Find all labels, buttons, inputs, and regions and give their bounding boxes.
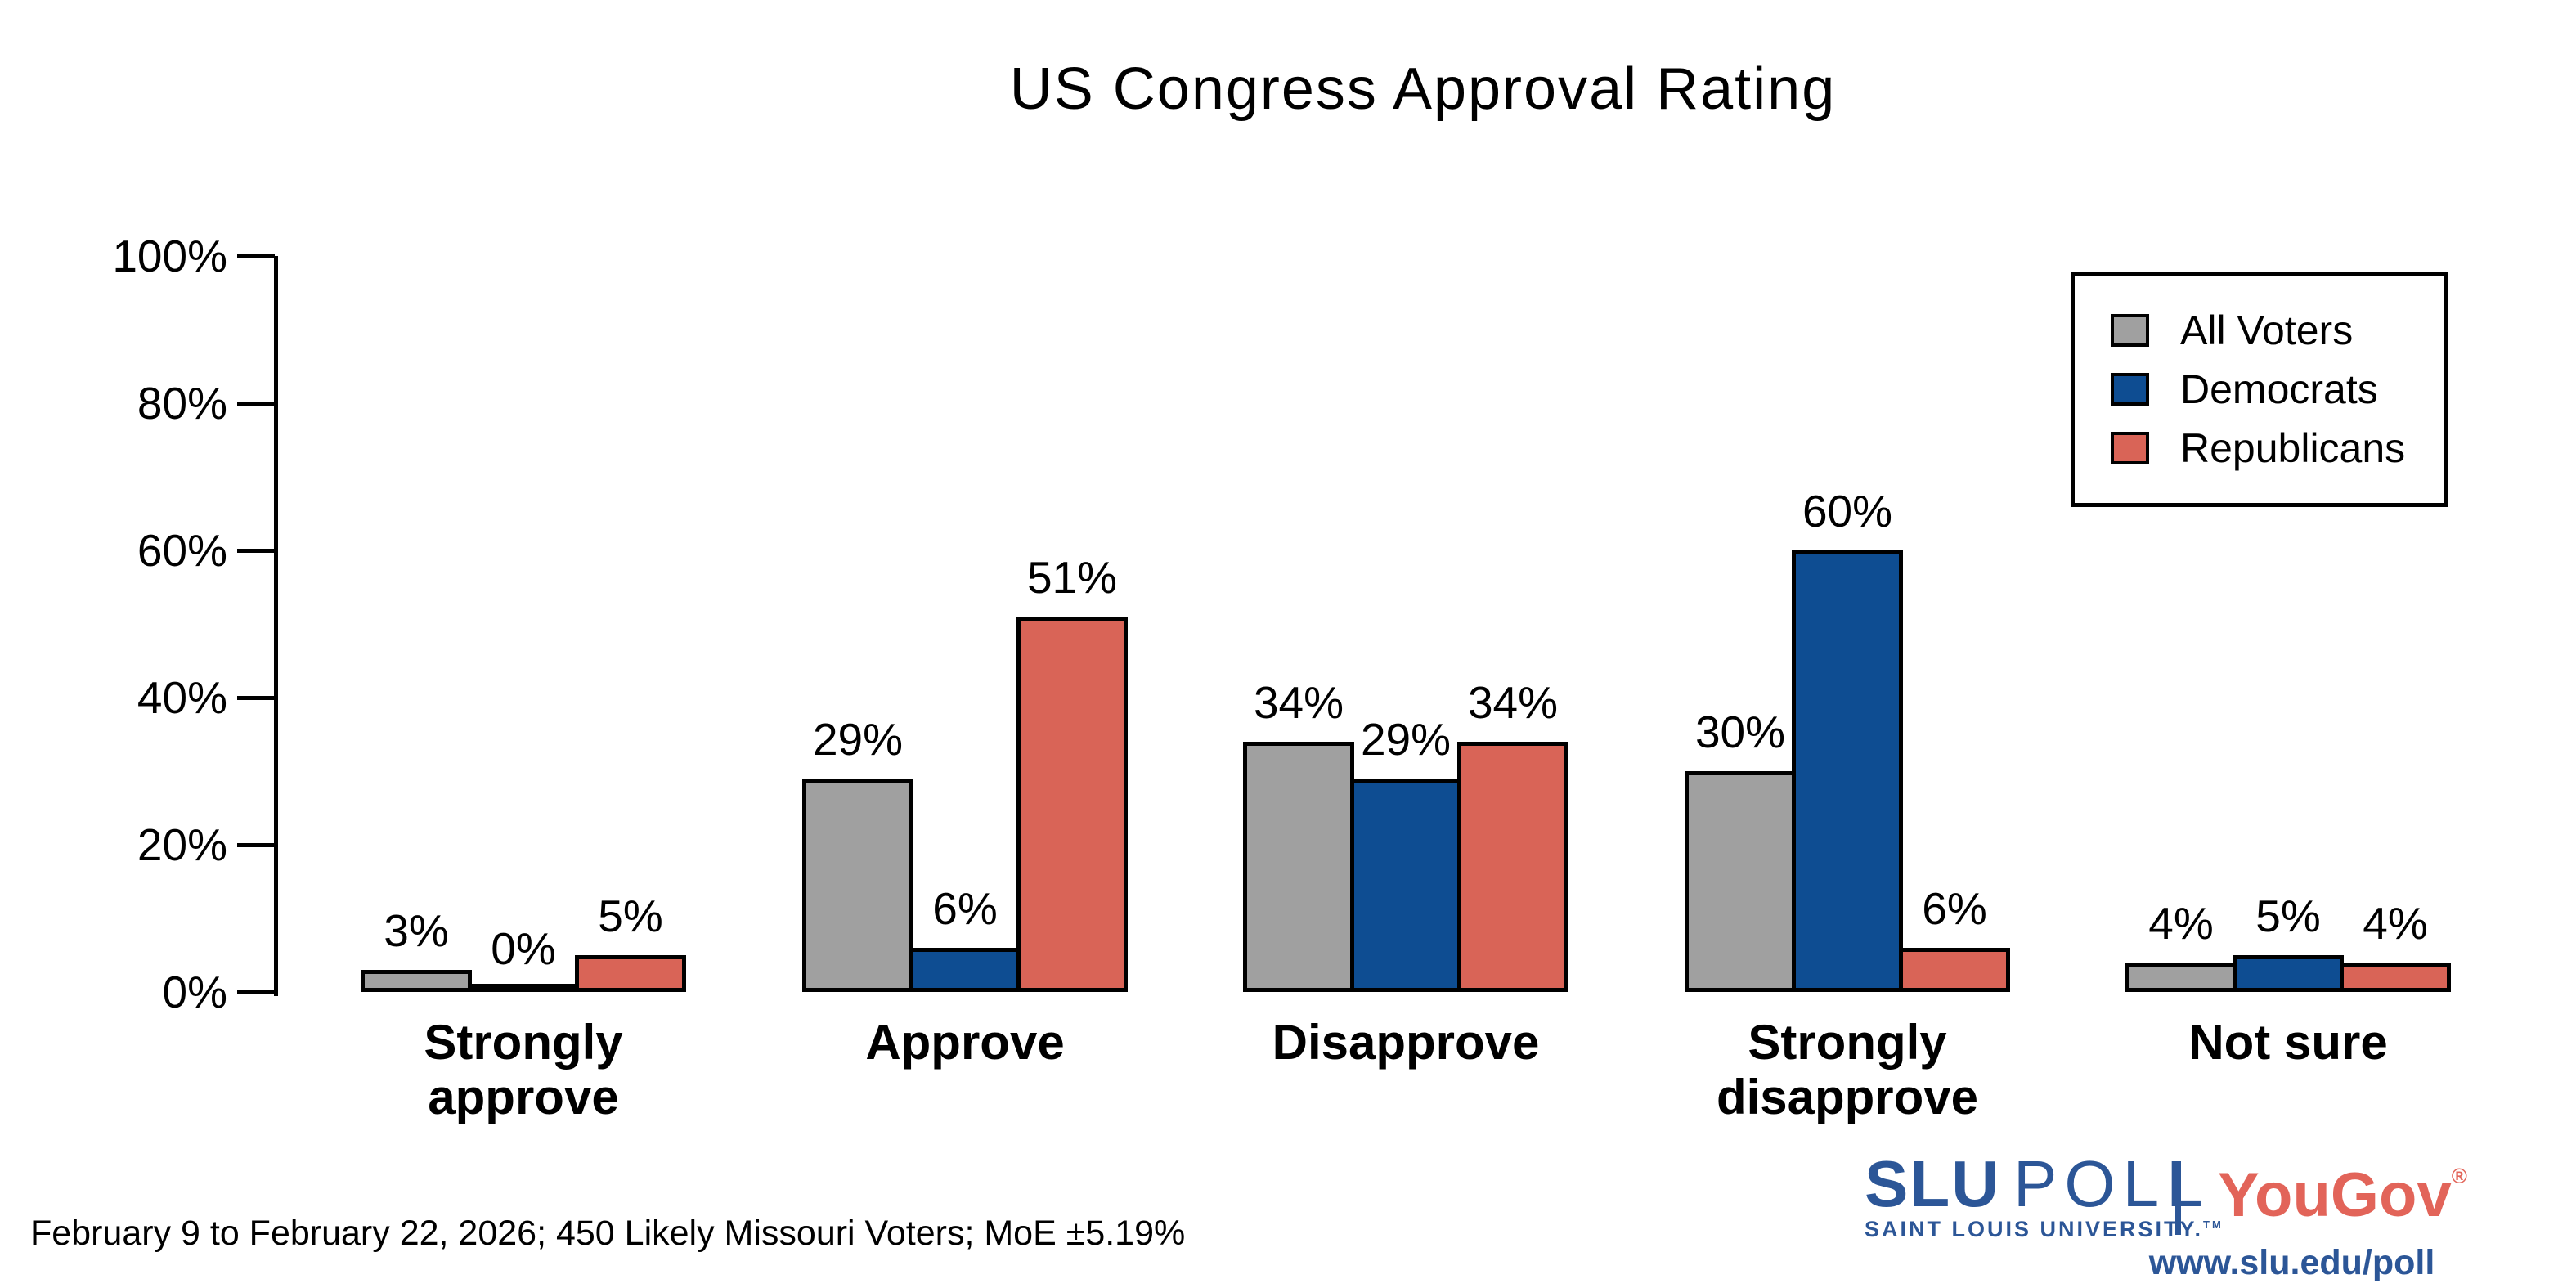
footnote: February 9 to February 22, 2026; 450 Lik…: [30, 1214, 1186, 1253]
y-tick-label-80: 80%: [137, 378, 227, 429]
bar-value-label-3-2: 6%: [1922, 883, 1987, 934]
slu-poll-url: www.slu.edu/poll: [2148, 1243, 2435, 1282]
legend: All Voters Democrats Republicans: [2071, 272, 2448, 507]
bar-value-label-0-2: 5%: [598, 891, 663, 941]
bar-value-label-1-0: 29%: [812, 714, 904, 765]
legend-label-all-voters: All Voters: [2180, 307, 2354, 353]
bar-all-voters-4: [2125, 963, 2237, 992]
y-tick-20: [237, 843, 275, 847]
bar-value-label-0-0: 3%: [384, 905, 449, 956]
y-tick-label-100: 100%: [112, 231, 227, 281]
bar-value-label-2-1: 29%: [1360, 714, 1452, 765]
y-tick-label-0: 0%: [162, 967, 228, 1017]
bar-republicans-2: [1457, 742, 1568, 992]
legend-label-democrats: Democrats: [2180, 366, 2378, 412]
bar-value-label-2-2: 34%: [1467, 677, 1559, 728]
slu-university-text: SAINT LOUIS UNIVERSITY.TM: [1865, 1217, 2224, 1242]
bar-value-label-1-2: 51%: [1026, 552, 1118, 603]
legend-swatch-all-voters: [2111, 314, 2149, 347]
slu-poll-logo: SLU POLL SAINT LOUIS UNIVERSITY.TM: [1865, 1151, 2224, 1242]
bar-value-label-4-0: 4%: [2148, 898, 2214, 949]
bar-value-label-4-1: 5%: [2255, 891, 2321, 941]
y-tick-60: [237, 549, 275, 553]
bar-republicans-0: [575, 955, 686, 992]
y-tick-label-60: 60%: [137, 525, 227, 576]
bar-all-voters-0: [361, 970, 472, 992]
bar-value-label-1-1: 6%: [932, 883, 998, 934]
bar-all-voters-3: [1685, 771, 1796, 992]
y-tick-100: [237, 254, 275, 258]
bar-democrats-1: [909, 948, 1021, 992]
category-label-approve: Approve: [865, 1015, 1065, 1070]
legend-swatch-republicans: [2111, 432, 2149, 464]
legend-item-republicans: Republicans: [2075, 419, 2444, 478]
bar-democrats-0: [468, 984, 579, 992]
slu-university-label: SAINT LOUIS UNIVERSITY.: [1865, 1217, 2204, 1241]
legend-swatch-democrats: [2111, 373, 2149, 406]
bar-republicans-3: [1899, 948, 2010, 992]
bar-value-label-0-1: 0%: [491, 923, 556, 974]
y-axis-line: [274, 256, 278, 996]
yougov-logo: YouGov®: [2218, 1165, 2467, 1227]
slu-poll-wordmark: SLU POLL: [1865, 1151, 2224, 1217]
legend-item-all-voters: All Voters: [2075, 301, 2444, 360]
category-label-strongly-disapprove: Strongly disapprove: [1716, 1015, 1979, 1125]
slu-text: SLU: [1865, 1147, 2000, 1220]
chart-title: US Congress Approval Rating: [1009, 56, 1837, 122]
yougov-text: YouGov: [2218, 1160, 2452, 1230]
bar-all-voters-1: [802, 779, 913, 992]
bar-value-label-3-0: 30%: [1694, 707, 1786, 757]
bar-value-label-3-1: 60%: [1802, 486, 1893, 536]
bar-democrats-2: [1350, 779, 1461, 992]
y-tick-label-40: 40%: [137, 672, 227, 723]
bar-democrats-4: [2233, 955, 2344, 992]
legend-label-republicans: Republicans: [2180, 425, 2406, 471]
bar-all-voters-2: [1243, 742, 1354, 992]
bar-democrats-3: [1792, 550, 1903, 992]
poll-text: POLL: [2013, 1147, 2210, 1220]
y-tick-0: [237, 990, 275, 994]
category-label-disapprove: Disapprove: [1272, 1015, 1540, 1070]
legend-item-democrats: Democrats: [2075, 360, 2444, 419]
trademark-symbol: TM: [2203, 1218, 2224, 1231]
bar-republicans-4: [2340, 963, 2451, 992]
registered-symbol: ®: [2451, 1164, 2467, 1188]
bar-value-label-2-0: 34%: [1253, 677, 1344, 728]
y-tick-80: [237, 402, 275, 406]
bar-value-label-4-2: 4%: [2363, 898, 2428, 949]
category-label-not-sure: Not sure: [2188, 1015, 2388, 1070]
category-label-strongly-approve: Strongly approve: [424, 1015, 623, 1125]
logo-divider-bar: [2175, 1161, 2181, 1235]
bar-republicans-1: [1016, 617, 1128, 992]
y-tick-label-20: 20%: [137, 819, 227, 870]
y-tick-40: [237, 696, 275, 700]
